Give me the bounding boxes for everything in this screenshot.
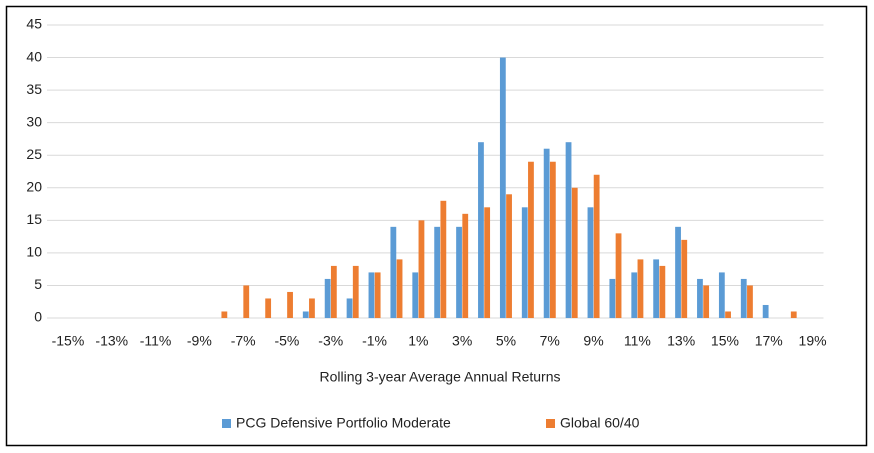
- bar: [390, 226, 397, 318]
- bar: [456, 226, 462, 318]
- x-tick-label: -1%: [362, 333, 387, 349]
- bar: [565, 142, 572, 318]
- bar: [265, 298, 272, 318]
- bar: [528, 161, 534, 318]
- bar: [243, 285, 250, 318]
- bar: [368, 272, 375, 318]
- legend-label: PCG Defensive Portfolio Moderate: [236, 415, 451, 431]
- bar: [440, 200, 447, 318]
- bar: [718, 272, 725, 318]
- bar: [593, 174, 600, 318]
- x-tick-label: 19%: [799, 333, 827, 349]
- legend-swatch: [546, 419, 555, 428]
- y-tick-label: 5: [34, 276, 42, 292]
- bar: [434, 226, 441, 318]
- bar: [659, 265, 666, 318]
- bar: [549, 161, 556, 318]
- bar: [287, 291, 293, 318]
- bar: [374, 272, 381, 318]
- bar: [675, 226, 681, 318]
- chart-frame: [5, 5, 868, 447]
- bar: [790, 311, 797, 318]
- bar: [352, 265, 359, 318]
- legend-swatch: [222, 419, 231, 428]
- bar: [637, 259, 644, 318]
- bar: [346, 298, 353, 318]
- bar: [653, 259, 660, 318]
- bar: [609, 278, 616, 318]
- y-tick-label: 30: [26, 113, 42, 129]
- bar: [418, 220, 425, 318]
- bar: [725, 311, 731, 318]
- bar: [543, 148, 550, 318]
- y-tick-label: 15: [26, 211, 42, 227]
- x-tick-label: 15%: [711, 333, 739, 349]
- bar: [697, 278, 703, 318]
- x-tick-label: 9%: [583, 333, 603, 349]
- bar: [681, 239, 688, 318]
- bar: [615, 233, 622, 318]
- bar: [740, 278, 747, 318]
- bar: [499, 57, 506, 319]
- bar: [324, 278, 331, 318]
- bar: [484, 207, 491, 318]
- x-axis-title: Rolling 3-year Average Annual Returns: [319, 369, 560, 385]
- x-tick-label: 5%: [496, 333, 516, 349]
- bar: [462, 213, 469, 318]
- y-tick-label: 10: [26, 244, 42, 260]
- bar: [587, 207, 594, 318]
- x-tick-label: 13%: [667, 333, 695, 349]
- y-tick-label: 40: [26, 48, 42, 64]
- legend-label: Global 60/40: [560, 415, 640, 431]
- x-tick-label: -7%: [231, 333, 256, 349]
- x-tick-label: -3%: [318, 333, 343, 349]
- bar: [302, 311, 309, 318]
- x-tick-label: -5%: [274, 333, 299, 349]
- bar: [309, 298, 315, 318]
- y-tick-label: 0: [34, 309, 42, 325]
- bar: [396, 259, 403, 318]
- bar: [506, 194, 512, 318]
- bar: [521, 207, 528, 318]
- bar: [571, 187, 578, 318]
- y-tick-label: 25: [26, 146, 42, 162]
- x-tick-label: -15%: [52, 333, 85, 349]
- x-tick-label: -11%: [140, 333, 172, 349]
- x-tick-label: -9%: [187, 333, 212, 349]
- x-tick-label: -13%: [95, 333, 128, 349]
- bar: [478, 142, 484, 318]
- y-tick-label: 20: [26, 178, 42, 194]
- x-tick-label: 11%: [624, 333, 651, 349]
- x-tick-label: 3%: [452, 333, 472, 349]
- bar: [762, 304, 769, 318]
- bar: [747, 285, 753, 318]
- y-tick-label: 35: [26, 81, 42, 97]
- bar: [330, 265, 337, 318]
- x-tick-label: 7%: [540, 333, 560, 349]
- x-tick-label: 1%: [408, 333, 428, 349]
- y-tick-label: 45: [26, 16, 42, 32]
- bar: [221, 311, 228, 318]
- bar: [631, 272, 638, 318]
- bar: [412, 272, 419, 318]
- x-tick-label: 17%: [755, 333, 783, 349]
- bar: [703, 285, 710, 318]
